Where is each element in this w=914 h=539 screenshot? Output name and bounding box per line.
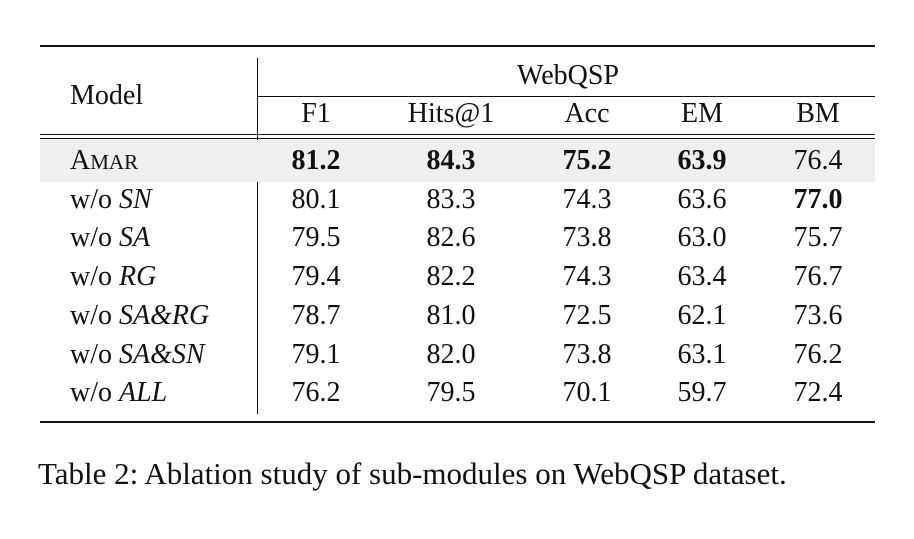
table-cell: 63.1 [677, 338, 727, 370]
variant-prefix: w/o [70, 183, 119, 215]
column-header: Hits@1 [407, 98, 495, 129]
table-cell: 79.1 [291, 338, 341, 370]
model-label: w/o ALL [70, 379, 167, 407]
table-cell: 82.0 [426, 338, 476, 370]
column-header: EM [681, 98, 723, 129]
table-cell: 73.6 [793, 299, 843, 331]
variant-prefix: w/o [70, 338, 119, 370]
table-cell: 79.4 [291, 261, 341, 293]
header-rule-1 [40, 134, 875, 135]
table-cell: 77.0 [793, 183, 843, 215]
variant-name: SA [119, 222, 151, 254]
table-cell: 72.5 [562, 299, 612, 331]
table-cell: 72.4 [793, 377, 843, 409]
table-cell: 59.7 [677, 377, 727, 409]
column-header: BM [796, 98, 840, 129]
variant-prefix: w/o [70, 299, 119, 331]
table-cell: 84.3 [426, 145, 476, 176]
table-cell: 80.1 [291, 183, 341, 215]
table-cell: 73.8 [562, 338, 612, 370]
group-rule [257, 96, 875, 97]
model-name-rest: MAR [90, 150, 139, 174]
variant-prefix: w/o [70, 261, 119, 293]
table-cell: 75.2 [562, 145, 612, 176]
table-cell: 78.7 [291, 299, 341, 331]
variant-prefix: w/o [70, 377, 119, 409]
table-cell: 82.2 [426, 261, 476, 293]
top-rule [40, 45, 875, 47]
table-cell: 82.6 [426, 222, 476, 254]
bottom-rule [40, 421, 875, 423]
table-cell: 76.2 [793, 338, 843, 370]
column-header: F1 [301, 98, 331, 129]
variant-name: ALL [119, 377, 168, 409]
model-label: w/o SA&SN [70, 338, 205, 370]
model-label: w/o SA&RG [70, 299, 210, 331]
table-caption: Table 2: Ablation study of sub-modules o… [38, 456, 787, 491]
model-label: w/o SN [70, 183, 152, 215]
group-header: WebQSP [517, 60, 619, 91]
model-label: w/o SA [70, 224, 150, 252]
table-cell: 70.1 [562, 377, 612, 409]
variant-name: SA&RG [119, 299, 210, 331]
model-divider [257, 58, 258, 414]
table-cell: 79.5 [291, 222, 341, 254]
highlight-row-bg [40, 140, 875, 182]
table-cell: 79.5 [426, 377, 476, 409]
table-cell: 74.3 [562, 183, 612, 215]
variant-name: RG [119, 261, 157, 293]
table-cell: 83.3 [426, 183, 476, 215]
header-rule-2 [40, 138, 875, 139]
table-cell: 63.0 [677, 222, 727, 254]
table-cell: 81.0 [426, 299, 476, 331]
table-cell: 81.2 [291, 145, 341, 176]
variant-prefix: w/o [70, 222, 119, 254]
model-name-initial: A [70, 145, 91, 176]
variant-name: SA&SN [119, 338, 205, 370]
table-cell: 62.1 [677, 299, 727, 331]
table-cell: 76.4 [793, 145, 843, 176]
table-cell: 63.9 [677, 145, 727, 176]
variant-name: SN [119, 183, 152, 215]
model-header: Model [70, 80, 144, 111]
model-label: AMAR [70, 147, 138, 175]
table-cell: 76.7 [793, 261, 843, 293]
table-cell: 76.2 [291, 377, 341, 409]
table-cell: 74.3 [562, 261, 612, 293]
table-cell: 63.6 [677, 183, 727, 215]
model-label: w/o RG [70, 263, 156, 291]
table-cell: 75.7 [793, 222, 843, 254]
column-header: Acc [564, 98, 610, 129]
table-cell: 73.8 [562, 222, 612, 254]
table-cell: 63.4 [677, 261, 727, 293]
